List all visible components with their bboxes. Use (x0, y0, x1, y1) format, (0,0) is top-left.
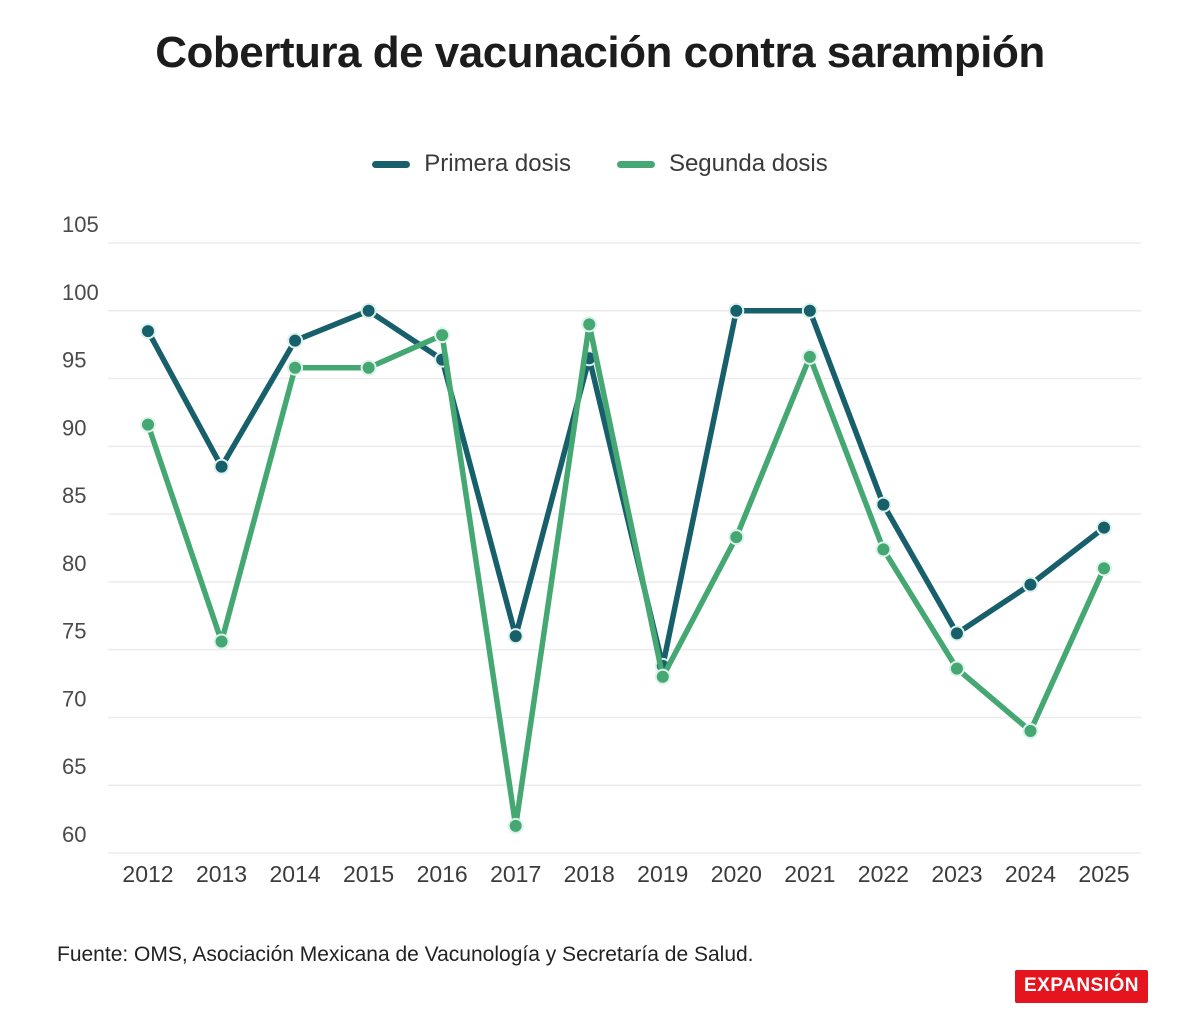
x-tick-label-2018: 2018 (564, 861, 615, 887)
segunda-dosis-swatch-icon (616, 160, 655, 168)
data-point-2021-primera-dosis (801, 302, 818, 319)
y-tick-label-80: 80 (62, 551, 86, 576)
data-point-2019-segunda-dosis (654, 668, 671, 685)
source-text: Fuente: OMS, Asociación Mexicana de Vacu… (57, 943, 754, 966)
data-point-2015-segunda-dosis (360, 359, 377, 376)
x-tick-label-2013: 2013 (196, 861, 247, 887)
data-point-2014-segunda-dosis (287, 359, 304, 376)
data-point-2024-primera-dosis (1022, 576, 1039, 593)
data-point-2012-segunda-dosis (140, 416, 156, 433)
y-tick-label-85: 85 (62, 483, 86, 508)
chart-title: Cobertura de vacunación contra sarampión (155, 28, 1045, 77)
data-point-2022-primera-dosis (875, 496, 892, 513)
legend-label-segunda-dosis: Segunda dosis (668, 150, 828, 177)
x-tick-label-2023: 2023 (931, 861, 982, 887)
data-point-2020-primera-dosis (728, 302, 745, 319)
y-tick-label-100: 100 (62, 280, 99, 305)
data-point-2016-segunda-dosis (434, 327, 451, 344)
legend: Primera dosis Segunda dosis (0, 150, 1200, 178)
y-tick-label-75: 75 (62, 619, 86, 644)
x-tick-label-2017: 2017 (490, 861, 541, 887)
x-tick-label-2021: 2021 (784, 861, 835, 887)
x-tick-label-2024: 2024 (1005, 861, 1056, 887)
expansion-logo: EXPANSIÓN (1014, 970, 1148, 1003)
data-point-2017-primera-dosis (507, 628, 524, 645)
data-point-2023-primera-dosis (948, 625, 965, 642)
legend-item-segunda-dosis: Segunda dosis (616, 150, 828, 178)
data-point-2020-segunda-dosis (728, 529, 745, 546)
y-tick-label-60: 60 (62, 822, 86, 847)
data-point-2021-segunda-dosis (801, 348, 818, 365)
x-tick-label-2012: 2012 (122, 861, 173, 887)
data-point-2023-segunda-dosis (948, 660, 965, 677)
x-tick-label-2014: 2014 (269, 861, 320, 887)
data-point-2022-segunda-dosis (875, 541, 892, 558)
legend-label-primera-dosis: Primera dosis (424, 150, 571, 177)
data-point-2012-primera-dosis (140, 323, 156, 340)
y-tick-label-95: 95 (62, 348, 86, 373)
data-point-2024-segunda-dosis (1022, 723, 1039, 739)
x-tick-label-2016: 2016 (417, 861, 468, 887)
primera-dosis-swatch-icon (372, 160, 411, 168)
x-tick-label-2019: 2019 (637, 861, 688, 887)
data-point-2017-segunda-dosis (507, 817, 524, 834)
data-point-2025-segunda-dosis (1096, 560, 1112, 577)
data-point-2015-primera-dosis (360, 302, 377, 319)
legend-item-primera-dosis: Primera dosis (372, 150, 571, 178)
y-tick-label-70: 70 (62, 686, 86, 711)
x-tick-label-2022: 2022 (858, 861, 909, 887)
x-tick-label-2020: 2020 (711, 861, 762, 887)
x-tick-label-2015: 2015 (343, 861, 394, 887)
data-point-2013-primera-dosis (213, 458, 230, 475)
y-tick-label-65: 65 (62, 754, 86, 779)
series-line-segunda-dosis (145, 321, 1107, 829)
x-tick-label-2025: 2025 (1078, 861, 1129, 887)
data-point-2013-segunda-dosis (213, 633, 230, 650)
data-point-2018-segunda-dosis (581, 316, 598, 333)
y-tick-label-105: 105 (62, 212, 99, 237)
data-point-2014-primera-dosis (287, 332, 304, 349)
y-tick-label-90: 90 (62, 415, 86, 440)
data-point-2025-primera-dosis (1096, 519, 1112, 536)
